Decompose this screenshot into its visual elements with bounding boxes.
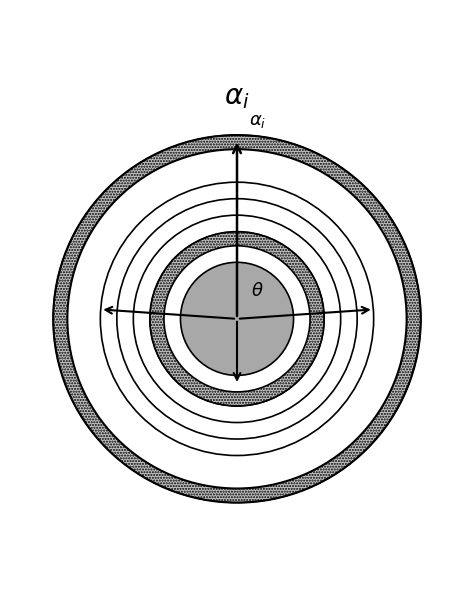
Ellipse shape [181,262,293,376]
Ellipse shape [164,246,310,392]
Ellipse shape [67,149,407,488]
Text: $\alpha_i$: $\alpha_i$ [249,112,266,130]
Text: $\alpha_i$: $\alpha_i$ [224,84,250,111]
Ellipse shape [150,232,324,406]
Ellipse shape [117,199,357,439]
Ellipse shape [133,215,341,422]
Ellipse shape [53,135,421,503]
Ellipse shape [100,182,374,455]
Text: $\theta$: $\theta$ [251,281,264,299]
